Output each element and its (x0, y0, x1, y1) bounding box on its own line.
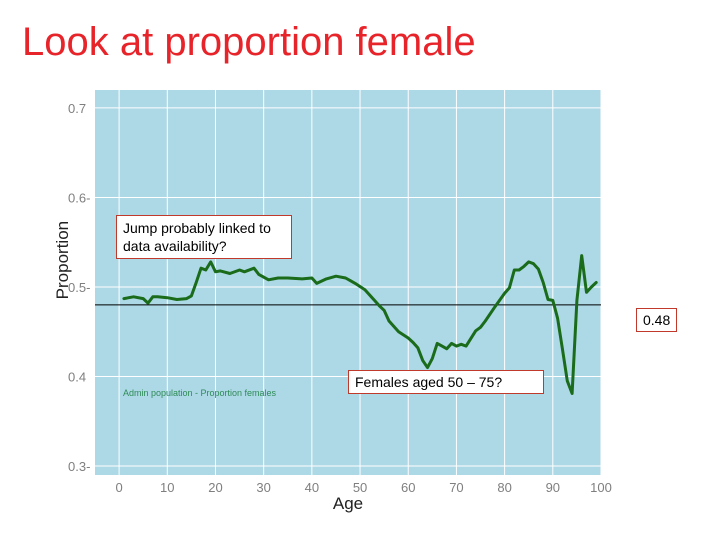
x-tick-label: 40 (305, 480, 319, 495)
series-line (122, 254, 598, 395)
y-tick-label: 0.5- (68, 280, 90, 295)
x-tick-label: 20 (208, 480, 222, 495)
annotation-jump-callout: Jump probably linked to data availabilit… (116, 215, 292, 259)
y-tick-label: 0.7 (68, 101, 86, 116)
y-tick-label: 0.3- (68, 459, 90, 474)
x-axis-title: Age (333, 494, 363, 513)
legend-text: Admin population - Proportion females (123, 388, 277, 398)
x-tick-label: 50 (353, 480, 367, 495)
y-tick-label: 0.4 (68, 370, 86, 385)
x-tick-label: 90 (546, 480, 560, 495)
reference-line-label: 0.48 (636, 308, 678, 332)
plot-panel (95, 90, 601, 475)
x-tick-label: 80 (497, 480, 511, 495)
x-tick-label: 30 (256, 480, 270, 495)
annotation-females-callout: Females aged 50 – 75? (348, 370, 544, 394)
slide-title: Look at proportion female (22, 20, 476, 64)
x-tick-label: 100 (590, 480, 612, 495)
y-axis-title: Proportion (53, 221, 72, 299)
x-tick-label: 10 (160, 480, 174, 495)
y-tick-label: 0.6- (68, 190, 90, 205)
x-tick-label: 0 (115, 480, 122, 495)
x-tick-label: 70 (449, 480, 463, 495)
x-tick-label: 60 (401, 480, 415, 495)
